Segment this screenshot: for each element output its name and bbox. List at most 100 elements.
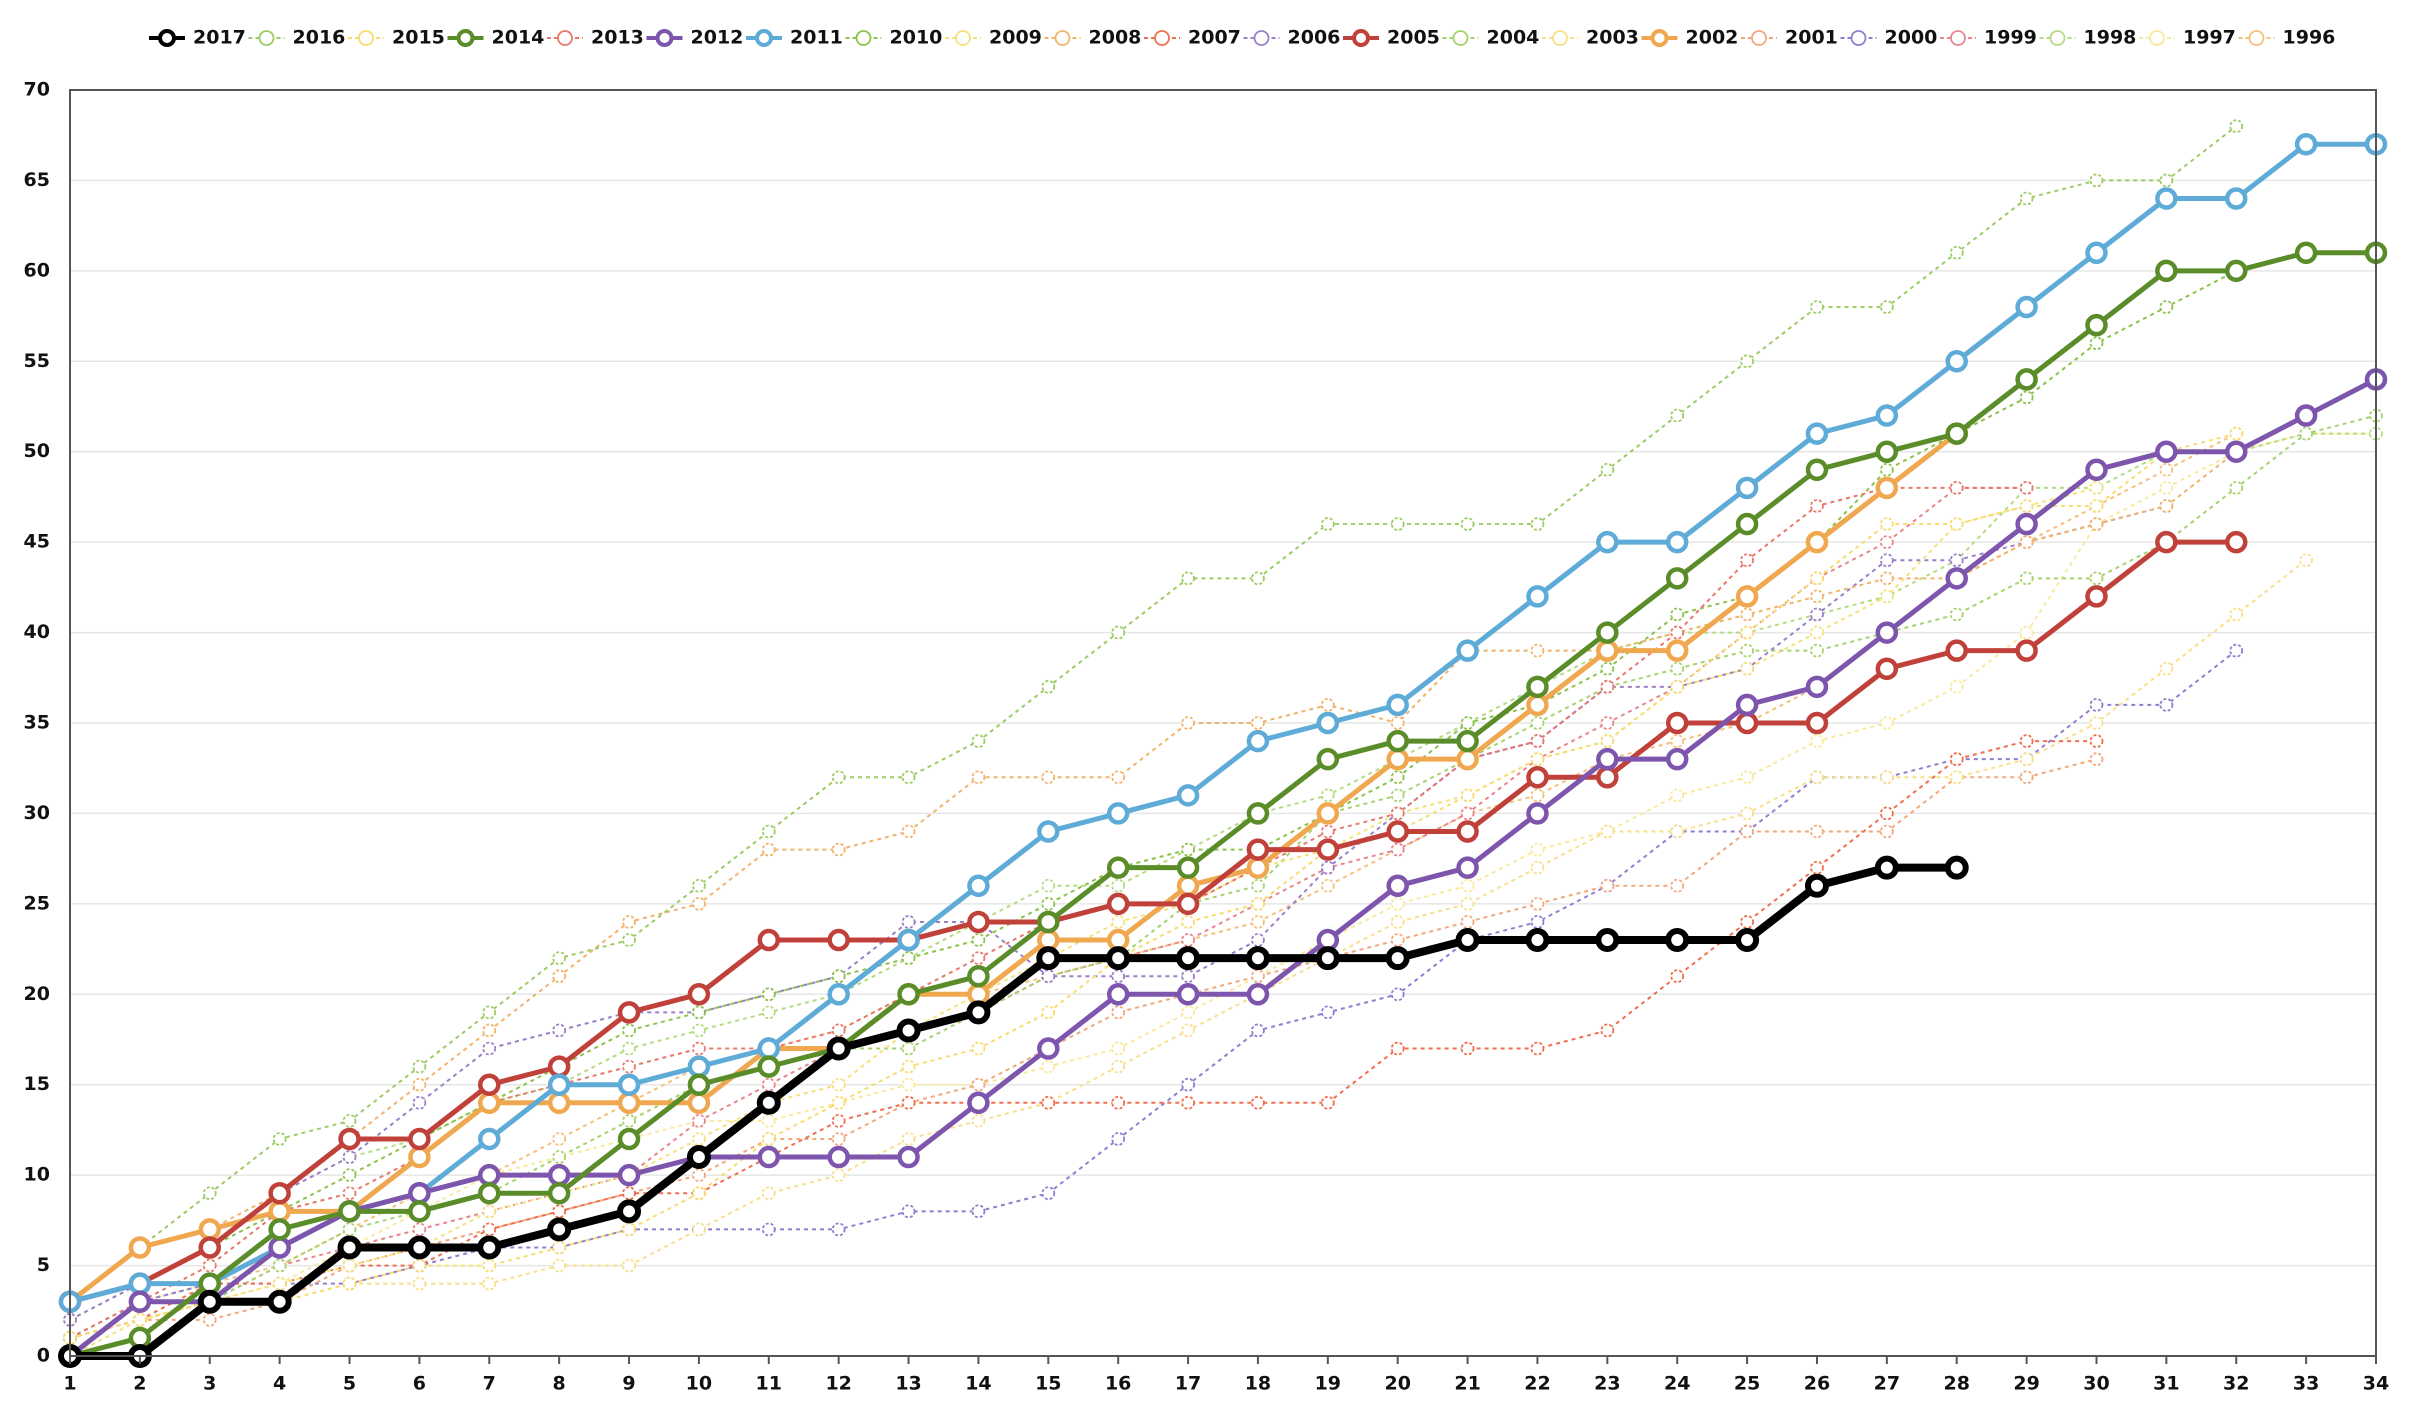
point <box>1037 910 1060 934</box>
point <box>1246 983 1270 1006</box>
x-tick-label: 5 <box>343 1373 356 1395</box>
point <box>272 1276 287 1291</box>
x-tick-label: 31 <box>2153 1373 2179 1395</box>
point <box>1460 806 1475 821</box>
point <box>1530 788 1545 803</box>
point <box>2019 191 2034 206</box>
point <box>1805 675 1829 699</box>
point <box>2085 313 2108 337</box>
legend-label: 2008 <box>1089 27 1142 49</box>
point <box>1530 752 1545 767</box>
point <box>1390 896 1405 911</box>
legend-marker <box>1054 30 1071 46</box>
point <box>407 1235 432 1260</box>
series-line <box>69 141 2376 1305</box>
point <box>1041 878 1056 893</box>
point <box>1810 734 1824 748</box>
point <box>1670 734 1685 748</box>
point <box>552 1150 567 1164</box>
legend-marker <box>955 30 971 46</box>
point <box>687 1091 711 1115</box>
point <box>412 1077 427 1092</box>
point <box>338 1200 361 1223</box>
point <box>552 1204 567 1219</box>
point <box>2015 295 2038 319</box>
point <box>2019 535 2034 550</box>
point <box>1805 422 1829 445</box>
point <box>2089 734 2104 748</box>
point <box>408 1127 431 1151</box>
legend-marker <box>1352 29 1370 47</box>
point <box>2089 716 2104 730</box>
point <box>1735 476 1759 500</box>
point <box>2299 553 2314 568</box>
y-tick-label: 70 <box>24 79 50 101</box>
legend-marker <box>2149 30 2165 46</box>
point <box>967 964 990 988</box>
y-tick-label: 40 <box>24 621 50 643</box>
point <box>1879 589 1894 604</box>
point <box>1176 784 1200 807</box>
point <box>552 1023 567 1038</box>
point <box>622 1186 636 1201</box>
point <box>966 1000 991 1025</box>
point <box>2224 259 2248 283</box>
point <box>1526 766 1549 789</box>
point <box>1386 874 1409 898</box>
legend-marker <box>1452 30 1469 46</box>
point <box>831 770 846 785</box>
point <box>617 1091 641 1115</box>
point <box>1810 589 1824 604</box>
point <box>617 1001 641 1024</box>
point <box>1456 856 1479 879</box>
point <box>1251 969 1265 984</box>
point <box>1600 661 1615 676</box>
point <box>831 1023 846 1038</box>
point <box>1805 711 1829 735</box>
point <box>1530 860 1545 875</box>
point <box>1740 625 1754 640</box>
point <box>342 1258 357 1273</box>
point <box>202 1186 217 1201</box>
point <box>1460 517 1475 531</box>
legend-marker <box>557 30 573 46</box>
point <box>1665 711 1689 735</box>
y-tick-label: 30 <box>24 802 50 824</box>
legend-label: 2007 <box>1188 27 1241 49</box>
point <box>692 1186 706 1201</box>
point <box>1320 1095 1335 1110</box>
point <box>1176 856 1200 879</box>
point <box>1111 969 1126 984</box>
point <box>1875 621 1899 644</box>
point <box>1386 693 1409 717</box>
point <box>412 1095 427 1110</box>
point <box>1735 928 1760 953</box>
legend-label: 1996 <box>2283 27 2336 49</box>
point <box>1596 766 1619 789</box>
point <box>967 910 990 934</box>
y-tick-label: 50 <box>24 440 50 462</box>
point <box>1740 354 1754 369</box>
point <box>1460 1041 1475 1056</box>
point <box>1041 1005 1056 1020</box>
point <box>412 1059 427 1074</box>
point <box>1176 874 1200 898</box>
point <box>1320 788 1335 803</box>
point <box>547 1181 571 1205</box>
point <box>1530 716 1545 730</box>
y-tick-label: 0 <box>37 1345 50 1367</box>
point <box>2019 390 2034 405</box>
point <box>1455 928 1480 953</box>
x-tick-label: 18 <box>1245 1373 1271 1395</box>
point <box>1181 842 1195 857</box>
point <box>198 1218 222 1241</box>
point <box>1251 716 1265 730</box>
point <box>1390 788 1405 803</box>
point <box>552 951 567 966</box>
point <box>1176 892 1200 916</box>
point <box>1386 820 1409 843</box>
x-tick-label: 32 <box>2223 1373 2249 1395</box>
point <box>1810 625 1824 640</box>
point <box>1251 878 1265 893</box>
